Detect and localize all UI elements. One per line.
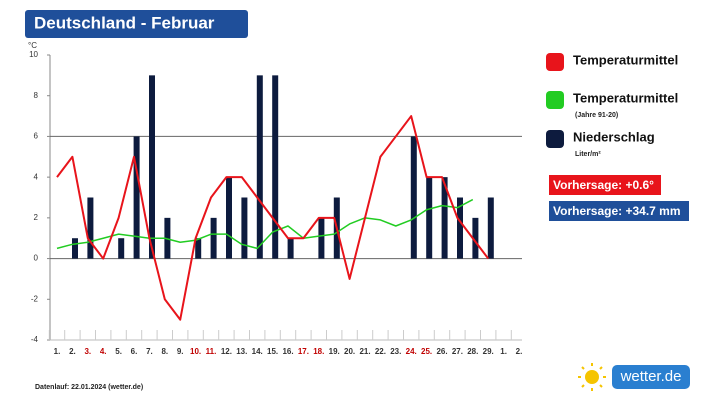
x-tick-label: 19. xyxy=(329,347,340,356)
bar xyxy=(457,197,463,259)
x-tick-label: 11. xyxy=(206,347,217,356)
x-tick-label: 20. xyxy=(344,347,355,356)
x-tick-label: 12. xyxy=(221,347,232,356)
bar xyxy=(210,217,217,259)
bar xyxy=(241,197,248,259)
legend-label: Temperaturmittel xyxy=(573,52,678,67)
y-tick-label: 10 xyxy=(29,50,38,59)
x-tick-label: 27. xyxy=(452,347,463,356)
title-box xyxy=(25,10,248,38)
bar xyxy=(487,197,494,259)
bar xyxy=(472,217,479,259)
x-tick-label: 22. xyxy=(375,347,386,356)
bar xyxy=(318,217,325,259)
x-tick-label: 15. xyxy=(267,347,278,356)
x-tick-label: 8. xyxy=(161,347,168,356)
bar xyxy=(133,136,140,259)
x-tick-label: 28. xyxy=(467,347,478,356)
bar xyxy=(72,238,78,259)
legend-sublabel: Liter/m² xyxy=(575,151,601,158)
bar xyxy=(410,136,417,259)
x-tick-label: 17. xyxy=(298,347,309,356)
y-tick-label: 2 xyxy=(34,213,39,222)
legend-swatch xyxy=(546,91,564,109)
bar xyxy=(149,75,155,259)
forecast-box xyxy=(549,175,661,195)
legend-swatch xyxy=(546,130,564,148)
forecast-box xyxy=(549,201,689,221)
logo-box xyxy=(612,365,690,389)
bar xyxy=(272,75,279,259)
x-tick-label: 21. xyxy=(359,347,370,356)
footer: Datenlauf: 22.01.2024 (wetter.de) xyxy=(35,384,143,391)
x-tick-label: 18. xyxy=(313,347,324,356)
x-tick-label: 6. xyxy=(131,347,138,356)
legend-label: Niederschlag xyxy=(573,129,655,144)
x-tick-label: 14. xyxy=(252,347,263,356)
legend-label: Temperaturmittel xyxy=(573,90,678,105)
x-tick-label: 16. xyxy=(282,347,293,356)
x-tick-label: 9. xyxy=(177,347,184,356)
y-tick-label: 0 xyxy=(34,254,39,263)
x-tick-label: 24. xyxy=(406,347,417,356)
x-tick-label: 25. xyxy=(421,347,432,356)
x-tick-label: 5. xyxy=(115,347,122,356)
line xyxy=(56,198,474,250)
x-tick-label: 7. xyxy=(146,347,153,356)
sun xyxy=(578,363,606,391)
x-tick-label: 10. xyxy=(190,347,201,356)
y-tick-label: -4 xyxy=(31,335,39,344)
bar xyxy=(256,75,263,259)
y-tick-label: 8 xyxy=(34,91,39,100)
bar xyxy=(195,238,202,259)
logo: wetter.de xyxy=(620,368,682,385)
x-tick-label: 13. xyxy=(236,347,247,356)
bar xyxy=(118,238,125,259)
y-tick-label: -2 xyxy=(31,294,39,303)
bar xyxy=(87,197,94,259)
y-tick-label: 6 xyxy=(34,132,39,141)
x-tick-label: 4. xyxy=(100,347,107,356)
x-tick-label: 2. xyxy=(69,347,76,356)
y-tick-label: 4 xyxy=(34,172,39,181)
x-tick-label: 29. xyxy=(483,347,494,356)
legend-sublabel: (Jahre 91-20) xyxy=(575,112,618,119)
line xyxy=(56,115,489,321)
forecast-label: Vorhersage: +0.6° xyxy=(553,178,654,192)
legend-swatch xyxy=(546,53,564,71)
x-tick-label: 2. xyxy=(516,347,523,356)
y-axis-label: °C xyxy=(28,41,37,50)
x-tick-label: 1. xyxy=(54,347,61,356)
x-tick-label: 1. xyxy=(500,347,507,356)
chart-title: Deutschland - Februar xyxy=(34,13,215,32)
x-tick-label: 26. xyxy=(436,347,447,356)
x-tick-label: 3. xyxy=(84,347,91,356)
bar xyxy=(287,238,294,259)
bar xyxy=(441,177,448,259)
x-tick-label: 23. xyxy=(390,347,401,356)
forecast-label: Vorhersage: +34.7 mm xyxy=(553,204,681,218)
bar xyxy=(426,177,433,259)
bar xyxy=(226,177,232,259)
